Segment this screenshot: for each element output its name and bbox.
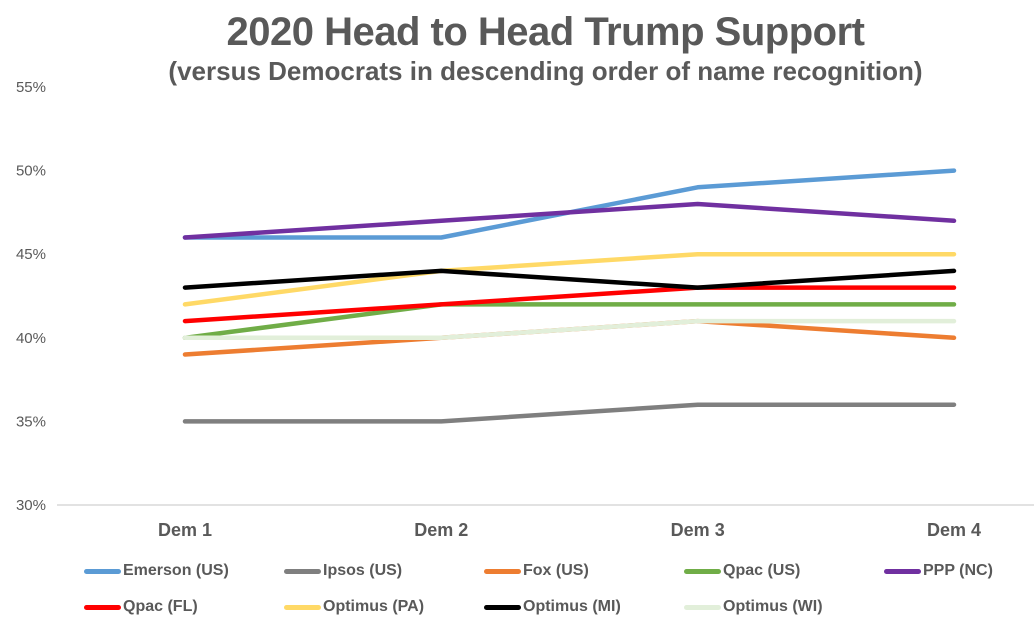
x-axis-category-label: Dem 4 xyxy=(927,520,981,540)
y-axis-tick-label: 50% xyxy=(16,163,46,180)
legend-item-emerson-us: Emerson (US) xyxy=(84,553,284,589)
plot-area: 55% 50% 45% 40% 35% 30% Dem 1 Dem 2 Dem 3 Dem 4 xyxy=(16,79,1034,540)
y-axis-tick-label: 45% xyxy=(16,246,46,263)
legend-swatch-optimus-wi xyxy=(684,604,721,610)
x-axis-category-label: Dem 3 xyxy=(671,520,725,540)
legend-swatch-optimus-mi xyxy=(484,604,521,610)
legend-item-ipsos-us: Ipsos (US) xyxy=(284,553,484,589)
legend-item-optimus-mi: Optimus (MI) xyxy=(484,589,684,625)
legend-label-optimus-mi: Optimus (MI) xyxy=(523,598,621,615)
legend-label-ipsos-us: Ipsos (US) xyxy=(323,562,403,579)
legend-label-qpac-fl: Qpac (FL) xyxy=(123,598,198,615)
series-line-optimus-mi xyxy=(182,268,957,290)
series-line-qpac-fl xyxy=(182,285,957,324)
legend-item-qpac-us: Qpac (US) xyxy=(684,553,884,589)
x-axis-category-label: Dem 1 xyxy=(158,520,212,540)
x-axis-category-label: Dem 2 xyxy=(414,520,468,540)
legend-swatch-emerson-us xyxy=(84,568,121,574)
chart-legend: Emerson (US) Ipsos (US) Fox (US) Qpac (US) P… xyxy=(84,553,1034,625)
legend-item-ppp-nc: PPP (NC) xyxy=(884,553,1034,589)
legend-swatch-qpac-fl xyxy=(84,604,121,610)
series-line-optimus-wi xyxy=(182,318,957,341)
legend-swatch-ppp-nc xyxy=(884,568,921,574)
legend-label-optimus-pa: Optimus (PA) xyxy=(323,598,425,615)
y-axis-tick-label: 30% xyxy=(16,497,46,514)
legend-label-qpac-us: Qpac (US) xyxy=(723,562,801,579)
legend-item-optimus-pa: Optimus (PA) xyxy=(284,589,484,625)
legend-item-qpac-fl: Qpac (FL) xyxy=(84,589,284,625)
chart-subtitle: (versus Democrats in descending order of… xyxy=(168,56,923,86)
legend-label-optimus-wi: Optimus (WI) xyxy=(723,598,823,615)
legend-label-fox-us: Fox (US) xyxy=(523,562,589,579)
legend-swatch-optimus-pa xyxy=(284,604,321,610)
series-line-optimus-pa xyxy=(182,251,957,307)
legend-swatch-ipsos-us xyxy=(284,568,321,574)
y-axis-tick-label: 35% xyxy=(16,413,46,430)
legend-label-ppp-nc: PPP (NC) xyxy=(923,562,993,579)
legend-label-emerson-us: Emerson (US) xyxy=(123,562,229,579)
series-line-ipsos-us xyxy=(182,402,957,424)
series-line-ppp-nc xyxy=(182,201,957,240)
legend-swatch-fox-us xyxy=(484,568,521,574)
legend-item-fox-us: Fox (US) xyxy=(484,553,684,589)
legend-item-optimus-wi: Optimus (WI) xyxy=(684,589,884,625)
series-line-qpac-us xyxy=(182,302,957,341)
y-axis-tick-label: 55% xyxy=(16,79,46,96)
chart-title: 2020 Head to Head Trump Support xyxy=(226,10,865,54)
legend-swatch-qpac-us xyxy=(684,568,721,574)
y-axis-tick-label: 40% xyxy=(16,330,46,347)
series-line-emerson-us xyxy=(182,168,957,240)
